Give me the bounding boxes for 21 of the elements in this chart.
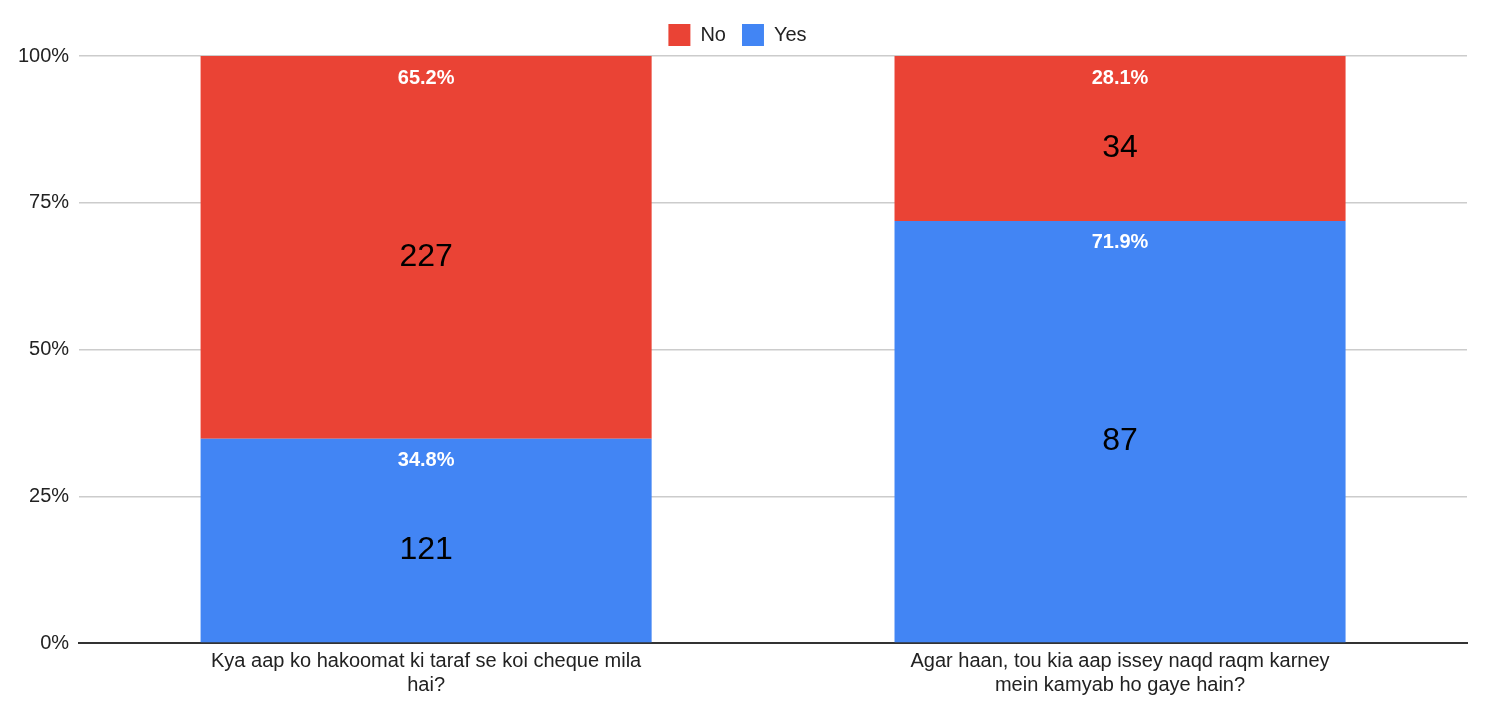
bar	[200, 56, 652, 439]
y-tick-label: 75%	[29, 190, 70, 213]
data-label: 28.1%	[1091, 65, 1149, 88]
bar	[200, 438, 652, 643]
y-tick-label: 50%	[29, 337, 70, 360]
bar	[894, 220, 1346, 643]
legend-label: Yes	[773, 22, 807, 45]
annotation: 227	[399, 237, 453, 274]
data-label: 34.8%	[397, 448, 455, 471]
y-tick-label: 100%	[18, 43, 70, 66]
bar	[894, 56, 1346, 221]
data-label: 71.9%	[1091, 230, 1149, 253]
x-tick-label: Agar haan, tou kia aap issey naqd raqm karney mein kamyab ho gaye hain?	[910, 648, 1330, 695]
x-tick-label: Kya aap ko hakoomat ki taraf se koi cheque mila hai?	[211, 648, 643, 695]
annotation: 121	[399, 530, 453, 567]
legend-label: No	[700, 22, 726, 45]
y-tick-label: 25%	[29, 483, 70, 506]
annotation: 87	[1102, 421, 1138, 458]
annotation: 34	[1102, 128, 1138, 165]
data-label: 65.2%	[397, 65, 455, 88]
y-tick-label: 0%	[40, 630, 70, 653]
